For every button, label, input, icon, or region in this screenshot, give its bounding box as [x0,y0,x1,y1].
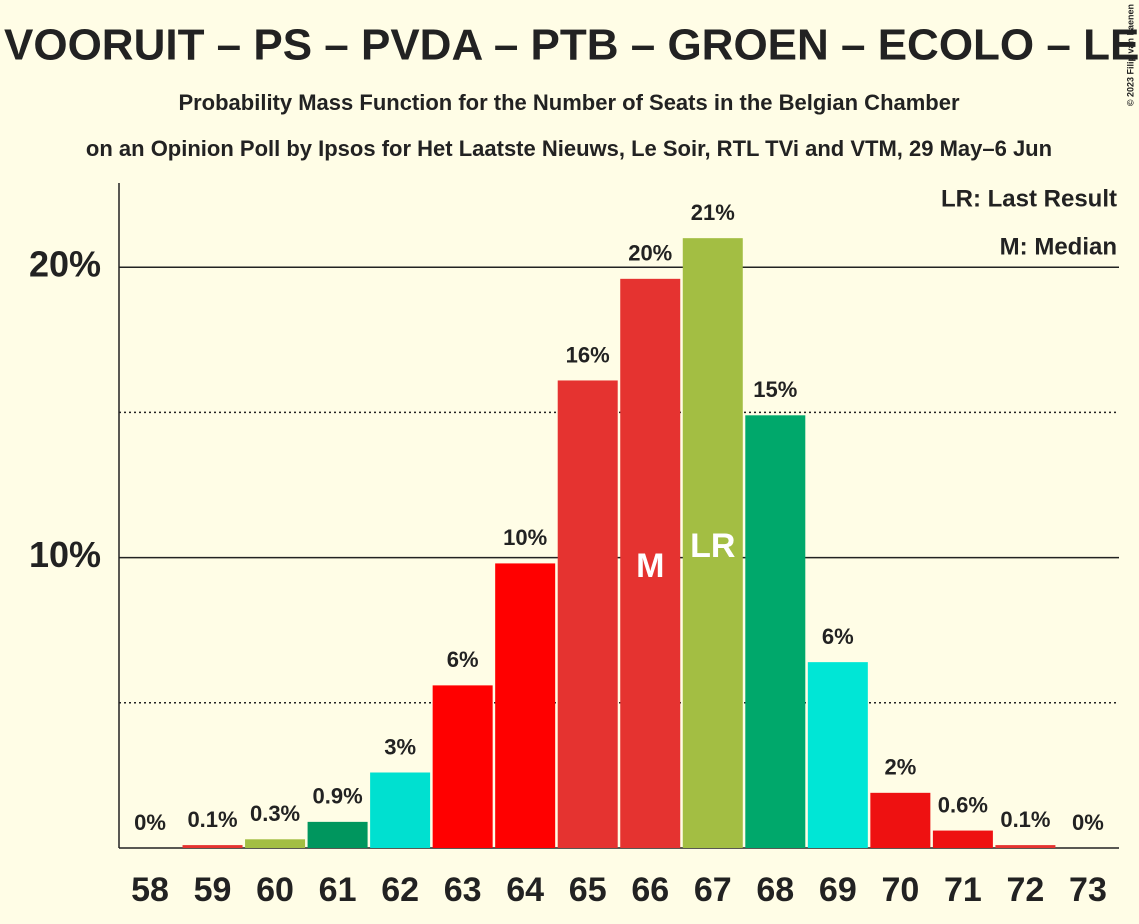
value-label: 10% [503,525,547,550]
value-label: 0.6% [938,792,988,817]
x-tick-label: 71 [944,871,982,909]
x-tick-label: 62 [381,871,419,909]
x-tick-label: 66 [631,871,669,909]
bar [495,563,556,848]
legend-entry: M: Median [1000,233,1117,260]
value-label: 15% [753,377,797,402]
x-tick-label: 73 [1069,871,1107,909]
chart-title: VOORUIT – PS – PVDA – PTB – GROEN – ECOL… [4,21,1139,70]
value-label: 2% [884,755,916,780]
bar [557,380,618,848]
legend-entry: LR: Last Result [941,185,1117,212]
bar [245,839,306,848]
copyright: © 2023 Filip van Laenen [1125,4,1135,106]
value-label: 0.1% [1000,807,1050,832]
value-label: 0.3% [250,801,300,826]
x-tick-label: 65 [569,871,607,909]
value-label: 6% [447,647,479,672]
value-label: 0.9% [313,784,363,809]
value-label: 3% [384,734,416,759]
value-label: 20% [628,241,672,266]
x-tick-label: 69 [819,871,857,909]
value-label: 6% [822,624,854,649]
bar [182,845,243,848]
bar [745,415,806,848]
x-tick-label: 58 [131,871,169,909]
x-tick-label: 59 [194,871,232,909]
x-tick-label: 68 [756,871,794,909]
y-tick-label: 10% [29,534,101,575]
bar [370,772,431,848]
value-label: 0% [134,810,166,835]
value-label: 0% [1072,810,1104,835]
bar [432,685,493,848]
bar [307,821,368,848]
x-tick-label: 61 [319,871,357,909]
x-tick-label: 60 [256,871,294,909]
chart-subtitle: Probability Mass Function for the Number… [178,90,960,115]
x-tick-label: 64 [506,871,544,909]
x-tick-label: 70 [881,871,919,909]
bar [932,830,993,848]
chart-caption: on an Opinion Poll by Ipsos for Het Laat… [86,136,1052,161]
x-tick-label: 63 [444,871,482,909]
value-label: 21% [691,200,735,225]
bar [995,845,1056,848]
last-result-marker: LR [690,527,735,565]
x-tick-label: 67 [694,871,732,909]
bar [620,278,681,848]
median-marker: M [636,547,664,585]
x-tick-label: 72 [1007,871,1045,909]
bar [682,238,743,848]
bar [807,662,868,848]
value-label: 16% [566,342,610,367]
bar [870,792,931,848]
y-tick-label: 20% [29,244,101,285]
value-label: 0.1% [187,807,237,832]
